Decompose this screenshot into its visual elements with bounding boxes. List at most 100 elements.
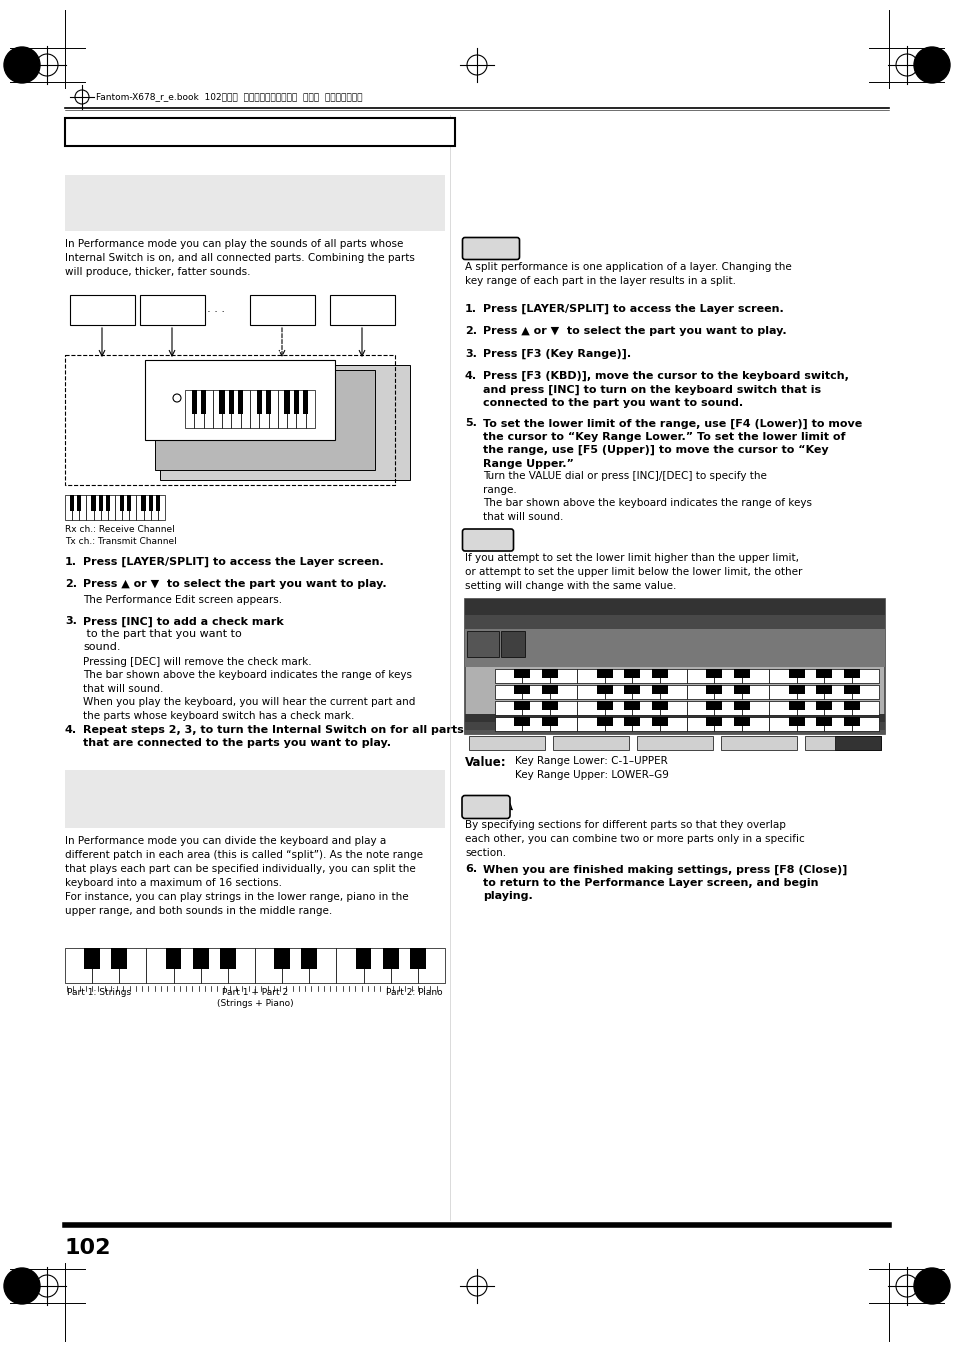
Bar bbox=[130, 494, 136, 520]
Bar bbox=[706, 685, 721, 694]
Bar bbox=[706, 717, 721, 727]
Bar bbox=[514, 701, 530, 711]
Bar bbox=[823, 670, 851, 684]
Text: 2☑: 2☑ bbox=[468, 689, 485, 698]
Bar bbox=[469, 736, 544, 751]
Bar bbox=[632, 670, 659, 684]
Text: 3.: 3. bbox=[65, 616, 77, 627]
Bar bbox=[796, 670, 823, 684]
Text: 1 P#0001   STOP: 1 P#0001 STOP bbox=[815, 603, 879, 612]
Bar bbox=[65, 118, 455, 146]
Bar bbox=[115, 494, 122, 520]
Text: Part 1 + Part 2
(Strings + Piano): Part 1 + Part 2 (Strings + Piano) bbox=[216, 988, 293, 1008]
Text: 1 (Tx ch.1): 1 (Tx ch.1) bbox=[185, 432, 237, 442]
Bar bbox=[714, 701, 741, 716]
Text: 2 (Tx ch.2): 2 (Tx ch.2) bbox=[194, 443, 248, 453]
Text: 4□: 4□ bbox=[468, 721, 486, 730]
Bar bbox=[228, 947, 254, 982]
Bar bbox=[269, 390, 277, 428]
Text: Holy Vox•Sub: Holy Vox•Sub bbox=[530, 639, 668, 658]
Bar bbox=[686, 701, 714, 716]
Bar bbox=[70, 295, 135, 326]
Bar bbox=[741, 701, 768, 716]
Bar bbox=[851, 717, 878, 731]
Text: Turn the VALUE dial or press [INC]/[DEC] to specify the
range.
The bar shown abo: Turn the VALUE dial or press [INC]/[DEC]… bbox=[482, 471, 811, 521]
Bar bbox=[410, 947, 425, 969]
Bar bbox=[143, 494, 151, 520]
Bar bbox=[330, 295, 395, 326]
Bar bbox=[796, 685, 823, 700]
Bar bbox=[464, 600, 884, 616]
Bar bbox=[541, 670, 558, 678]
Bar bbox=[733, 717, 749, 727]
Bar bbox=[514, 717, 530, 727]
Text: NPS:1■■■  ■■■■■■  J=120   4/4: NPS:1■■■ ■■■■■■ J=120 4/4 bbox=[584, 617, 724, 627]
Bar bbox=[788, 670, 803, 678]
Text: (Rx ch.16): (Rx ch.16) bbox=[336, 311, 387, 322]
Bar bbox=[816, 670, 831, 678]
Bar bbox=[120, 494, 124, 511]
Bar bbox=[796, 701, 823, 716]
Bar bbox=[823, 701, 851, 716]
Bar bbox=[203, 390, 213, 428]
Bar bbox=[464, 715, 884, 723]
Bar bbox=[733, 701, 749, 711]
Bar bbox=[254, 947, 282, 982]
Text: ■ CHORUS SN: ■ CHORUS SN bbox=[470, 724, 519, 730]
Bar bbox=[768, 717, 796, 731]
Bar bbox=[804, 736, 880, 751]
Text: KBD
Range: KBD Range bbox=[663, 738, 685, 750]
Bar bbox=[464, 600, 884, 735]
Bar bbox=[788, 717, 803, 727]
Bar bbox=[92, 947, 119, 982]
Bar bbox=[222, 390, 232, 428]
Text: SCROLL: SCROLL bbox=[843, 740, 871, 747]
Text: Rx ch.: Receive Channel
Tx ch.: Transmit Channel: Rx ch.: Receive Channel Tx ch.: Transmit… bbox=[65, 526, 176, 547]
Bar bbox=[816, 717, 831, 727]
Bar bbox=[623, 701, 639, 711]
Bar bbox=[119, 947, 146, 982]
Bar bbox=[851, 701, 878, 716]
Bar bbox=[495, 670, 522, 684]
Bar bbox=[70, 494, 74, 511]
Bar bbox=[816, 685, 831, 694]
Bar bbox=[514, 670, 530, 678]
Text: 16(Tx ch.16): 16(Tx ch.16) bbox=[205, 467, 266, 477]
Bar bbox=[686, 685, 714, 700]
Bar bbox=[659, 670, 686, 684]
Text: Press ▲ or ▼  to select the part you want to play.: Press ▲ or ▼ to select the part you want… bbox=[482, 327, 786, 336]
Bar bbox=[842, 701, 859, 711]
Bar bbox=[788, 685, 803, 694]
Bar bbox=[651, 701, 667, 711]
Bar bbox=[240, 390, 250, 428]
Circle shape bbox=[4, 1269, 40, 1304]
Bar bbox=[604, 670, 632, 684]
Text: By specifying sections for different parts so that they overlap
each other, you : By specifying sections for different par… bbox=[464, 820, 804, 858]
Bar bbox=[122, 494, 130, 520]
Text: (Rx ch.15): (Rx ch.15) bbox=[256, 311, 307, 322]
Bar bbox=[391, 947, 417, 982]
Bar bbox=[140, 295, 205, 326]
Bar bbox=[541, 717, 558, 727]
Bar bbox=[141, 494, 146, 511]
Text: MEMO: MEMO bbox=[472, 243, 509, 254]
Bar bbox=[851, 670, 878, 684]
Bar bbox=[192, 390, 196, 413]
Text: Part
Setting: Part Setting bbox=[745, 738, 771, 750]
Bar bbox=[842, 685, 859, 694]
Bar bbox=[597, 717, 612, 727]
Bar bbox=[232, 390, 240, 428]
Bar bbox=[106, 494, 110, 511]
Text: Key Range Lower: C-1–UPPER
Key Range Upper: LOWER–G9: Key Range Lower: C-1–UPPER Key Range Upp… bbox=[515, 757, 668, 781]
Bar bbox=[277, 390, 287, 428]
Bar bbox=[108, 494, 115, 520]
Bar bbox=[741, 670, 768, 684]
Bar bbox=[417, 947, 444, 982]
Text: Press [LAYER/SPLIT] to access the Layer screen.: Press [LAYER/SPLIT] to access the Layer … bbox=[482, 304, 783, 315]
Text: Patch
List: Patch List bbox=[497, 738, 516, 750]
Text: ■ RELEASE: ■ RELEASE bbox=[784, 716, 824, 721]
Circle shape bbox=[913, 47, 949, 82]
Text: Part 1   [Harmonics]: Part 1 [Harmonics] bbox=[796, 635, 879, 643]
Bar bbox=[597, 685, 612, 694]
Text: ■ CUTOFF: ■ CUTOFF bbox=[470, 716, 506, 721]
